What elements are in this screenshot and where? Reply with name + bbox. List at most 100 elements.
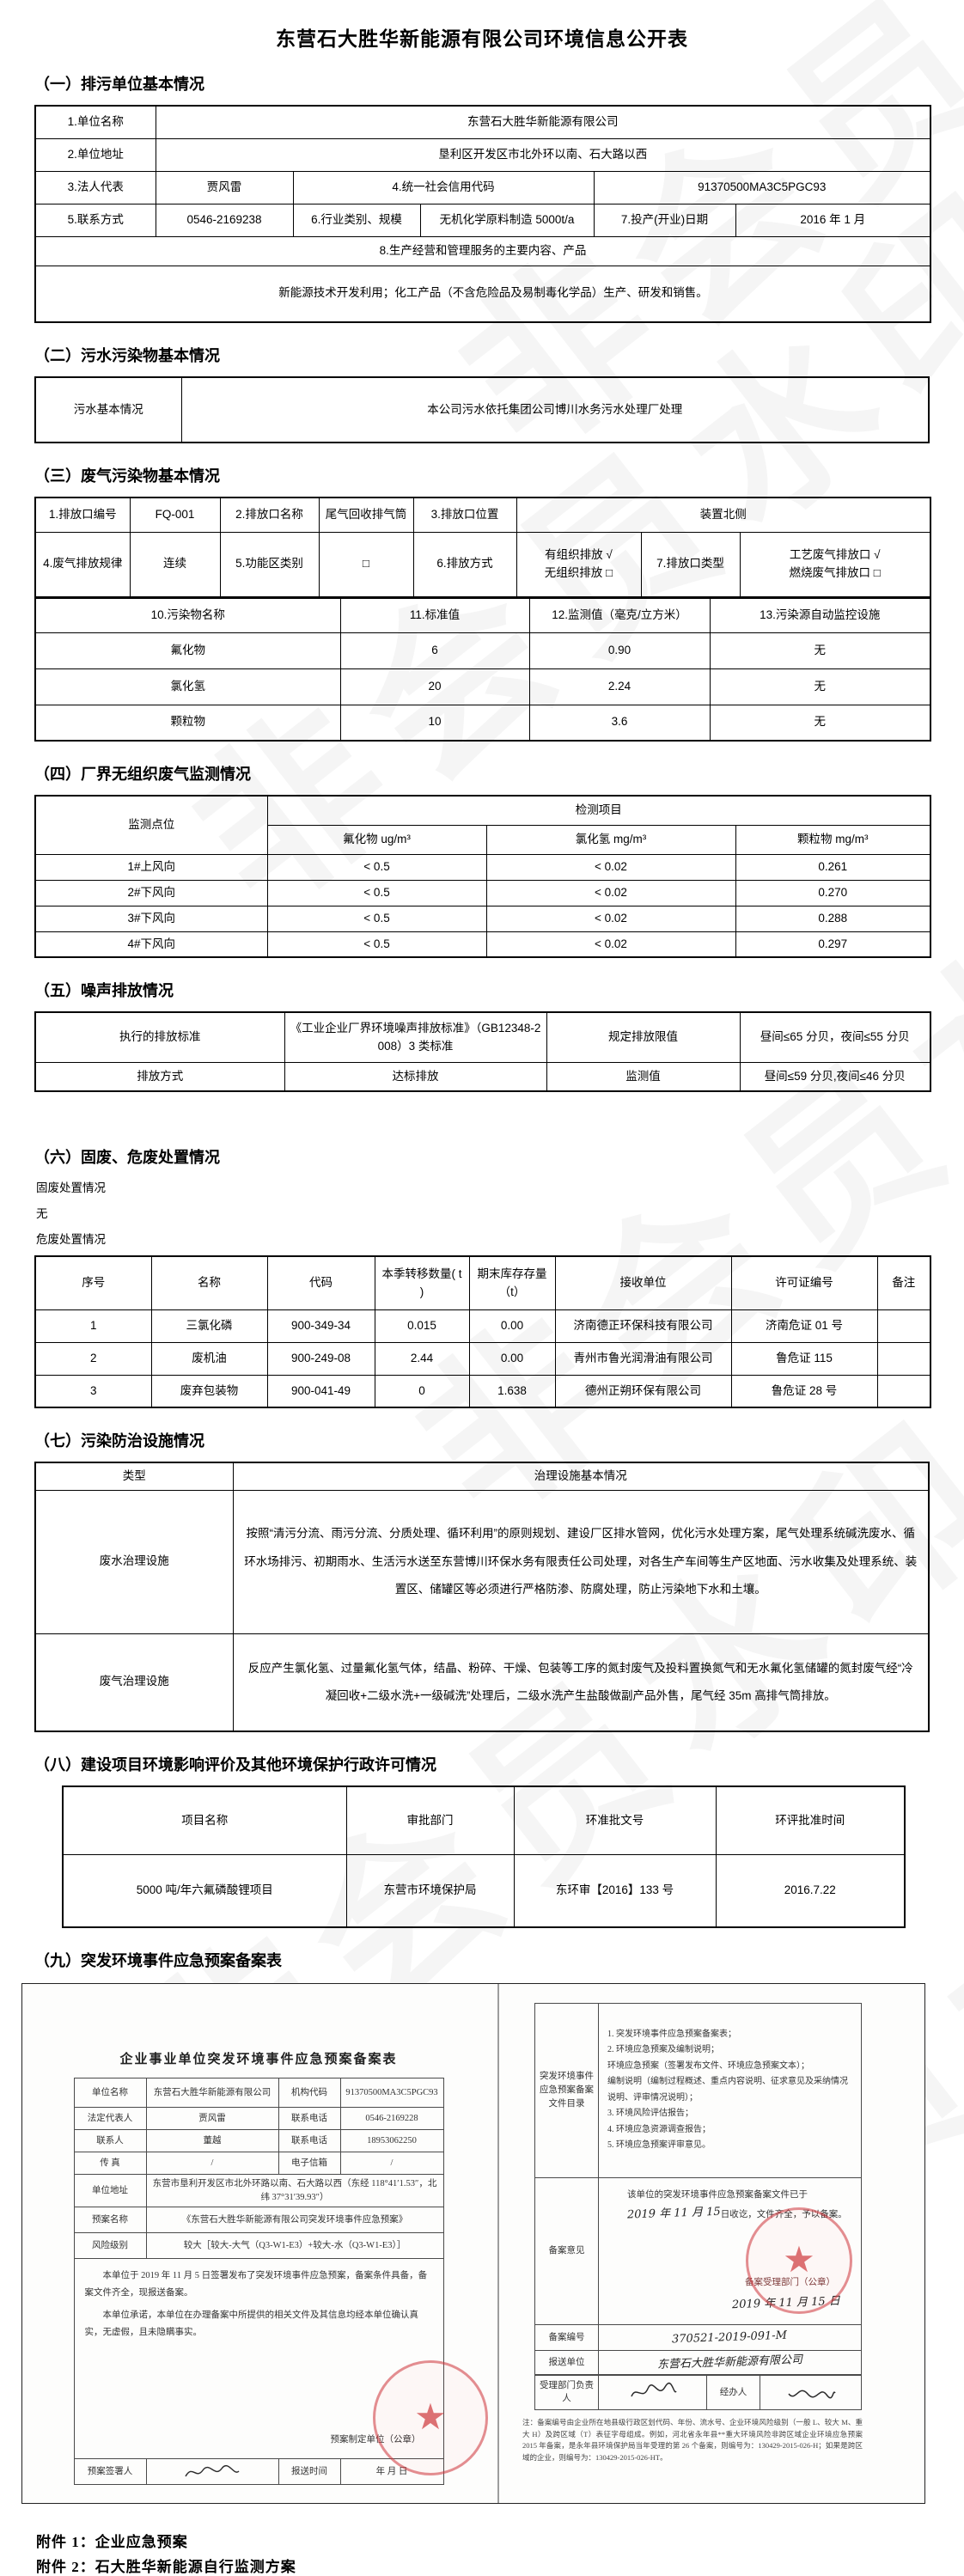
field-label: 5.联系方式 bbox=[34, 203, 156, 237]
cell: 鲁危证 115 bbox=[730, 1341, 878, 1376]
catalog-list: 1. 突发环境事件应急预案备案表； 2. 环境应急预案及编制说明； 环境应急预案… bbox=[598, 2002, 862, 2178]
field-label: 监测值 bbox=[546, 1061, 741, 1092]
cell bbox=[876, 1341, 931, 1376]
table-row: 氯化氢 20 2.24 无 bbox=[34, 668, 931, 705]
exhaust-pollutant-table: 10.污染物名称 11.标准值 12.监测值（毫克/立方米） 13.污染源自动监… bbox=[34, 597, 931, 742]
declaration-text: 本单位于 2019 年 11 月 5 日签署发布了突发环境事件应急预案，备案条件… bbox=[84, 2271, 428, 2298]
solid-waste-value: 无 bbox=[36, 1207, 48, 1221]
field-value: 反应产生氯化氢、过量氟化氢气体，结晶、粉碎、干燥、包装等工序的氮封废气及投料置换… bbox=[232, 1633, 930, 1732]
field-value: 连续 bbox=[129, 531, 221, 598]
cell: 2 bbox=[34, 1341, 152, 1376]
column-header: 治理设施基本情况 bbox=[232, 1462, 930, 1491]
column-header: 接收单位 bbox=[554, 1255, 732, 1310]
field-label: 4.废气排放规律 bbox=[34, 531, 131, 598]
field-label: 污水基本情况 bbox=[34, 376, 182, 443]
field-value: / bbox=[145, 2151, 279, 2175]
cell: 0.015 bbox=[374, 1309, 470, 1343]
submitting-unit-cell: 东营石大胜华新能源有限公司 bbox=[598, 2349, 862, 2375]
field-value: 18953062250 bbox=[339, 2128, 444, 2152]
basic-info-table: 1.单位名称 东营石大胜华新能源有限公司 2.单位地址 垦利区开发区市北外环以南… bbox=[34, 105, 932, 323]
cell bbox=[876, 1374, 931, 1408]
table-row: 4#下风向 < 0.5 < 0.02 0.297 bbox=[34, 931, 931, 958]
column-header: 监测点位 bbox=[34, 795, 268, 855]
column-header: 检测项目 bbox=[266, 795, 931, 826]
field-value: 《工业企业厂界环境噪声排放标准》（GB12348-2008）3 类标准 bbox=[284, 1011, 547, 1063]
table-row: 颗粒物 10 3.6 无 bbox=[34, 704, 931, 742]
field-value: 贾风雷 bbox=[145, 2106, 279, 2130]
field-value: □ bbox=[318, 531, 414, 598]
cell: 废弃包装物 bbox=[150, 1374, 268, 1408]
cell: 鲁危证 28 号 bbox=[730, 1374, 878, 1408]
field-label: 排放方式 bbox=[34, 1061, 285, 1092]
cell: 无 bbox=[709, 704, 931, 742]
filing-form-right-page: 突发环境事件应急预案备案文件目录 1. 突发环境事件应急预案备案表； 2. 环境… bbox=[510, 2002, 906, 2463]
table-row: 1 三氯化磷 900-349-34 0.015 0.00 济南德正环保科技有限公… bbox=[34, 1309, 931, 1343]
section-heading-8: （八）建设项目环境影响评价及其他环境保护行政许可情况 bbox=[34, 1755, 436, 1773]
signature-scribble bbox=[182, 2464, 242, 2477]
cell: 0 bbox=[374, 1374, 470, 1408]
cell: 5000 吨/年六氟磷酸锂项目 bbox=[62, 1854, 347, 1928]
filing-record-table: 突发环境事件应急预案备案文件目录 1. 突发环境事件应急预案备案表； 2. 环境… bbox=[534, 2002, 862, 2375]
hazardous-waste-label: 危废处置情况 bbox=[36, 1233, 106, 1247]
cell: < 0.02 bbox=[485, 853, 736, 881]
cell: 无 bbox=[709, 632, 931, 669]
official-seal: ★ bbox=[373, 2359, 488, 2475]
signature-cell bbox=[145, 2458, 279, 2486]
record-number-cell: 370521-2019-091-M bbox=[598, 2323, 862, 2351]
cell: 0.90 bbox=[528, 632, 711, 669]
cell: 900-041-49 bbox=[266, 1374, 375, 1408]
catalog-item: 3. 环境风险评估报告； bbox=[607, 2109, 693, 2119]
field-label: 报送单位 bbox=[534, 2349, 599, 2375]
cell: 900-249-08 bbox=[266, 1341, 375, 1376]
section-heading-2: （二）污水污染物基本情况 bbox=[34, 347, 220, 364]
field-value: 本公司污水依托集团公司博川水务污水处理厂处理 bbox=[180, 376, 930, 443]
cell: 东营市环境保护局 bbox=[345, 1854, 515, 1928]
cell: 东环审【2016】133 号 bbox=[513, 1854, 717, 1928]
noise-table: 执行的排放标准 《工业企业厂界环境噪声排放标准》（GB12348-2008）3 … bbox=[34, 1011, 931, 1093]
field-value: 0546-2169238 bbox=[155, 203, 294, 237]
cell: < 0.02 bbox=[485, 879, 736, 906]
column-header: 13.污染源自动监控设施 bbox=[709, 597, 931, 633]
column-header: 10.污染物名称 bbox=[34, 597, 341, 633]
cell: 氟化物 bbox=[34, 632, 341, 669]
section-heading-3: （三）废气污染物基本情况 bbox=[34, 467, 220, 485]
attachment-1: 附件 1：企业应急预案 bbox=[36, 2533, 188, 2550]
field-value: 垦利区开发区市北外环以南、石大路以西 bbox=[155, 137, 931, 172]
section-heading-4: （四）厂界无组织废气监测情况 bbox=[34, 766, 251, 783]
cell: 0.00 bbox=[468, 1341, 556, 1376]
cell bbox=[876, 1309, 931, 1343]
cell: < 0.5 bbox=[266, 905, 487, 932]
checkbox-option: 有组织排放 √ bbox=[545, 547, 613, 561]
cell: 0.288 bbox=[735, 905, 931, 932]
field-value: 昼间≤65 分贝，夜间≤55 分贝 bbox=[739, 1011, 931, 1063]
catalog-item: 1. 突发环境事件应急预案备案表； bbox=[607, 2029, 736, 2039]
cell: 济南德正环保科技有限公司 bbox=[554, 1309, 732, 1343]
field-label: 5.功能区类别 bbox=[219, 531, 320, 598]
field-value: 按照“清污分流、雨污分流、分质处理、循环利用”的原则规划、建设厂区排水管网，优化… bbox=[232, 1489, 930, 1634]
column-header: 项目名称 bbox=[62, 1785, 347, 1856]
cell: 1 bbox=[34, 1309, 152, 1343]
table-row: 废气治理设施 反应产生氯化氢、过量氟化氢气体，结晶、粉碎、干燥、包装等工序的氮封… bbox=[34, 1633, 930, 1732]
field-label: 报送时间 bbox=[278, 2458, 341, 2486]
column-header: 环评批准时间 bbox=[715, 1785, 906, 1856]
field-label: 3.法人代表 bbox=[34, 170, 156, 204]
table-row: 2 废机油 900-249-08 2.44 0.00 青州市鲁光润滑油有限公司 … bbox=[34, 1341, 931, 1376]
cell: 3 bbox=[34, 1374, 152, 1408]
handwritten-unit-name: 东营石大胜华新能源有限公司 bbox=[656, 2353, 803, 2372]
field-label: 1.单位名称 bbox=[34, 105, 156, 139]
field-label: 7.投产(开业)日期 bbox=[593, 203, 736, 237]
exhaust-outlet-table: 1.排放口编号 FQ-001 2.排放口名称 尾气回收排气筒 3.排放口位置 装… bbox=[34, 497, 931, 598]
cell: 无 bbox=[709, 668, 931, 705]
column-header: 本季转移数量( t ) bbox=[374, 1255, 470, 1310]
checkbox-group: 工艺废气排放口 √ 燃烧废气排放口 □ bbox=[739, 531, 931, 598]
table-row: 排放方式 达标排放 监测值 昼间≤59 分贝,夜间≤46 分贝 bbox=[34, 1061, 931, 1092]
page-title: 东营石大胜华新能源有限公司环境信息公开表 bbox=[276, 27, 688, 50]
eia-table: 项目名称 审批部门 环准批文号 环评批准时间 5000 吨/年六氟磷酸锂项目 东… bbox=[62, 1785, 906, 1928]
filing-form-title: 企业事业单位突发环境事件应急预案备案表 bbox=[119, 2052, 398, 2066]
column-header: 11.标准值 bbox=[339, 597, 530, 633]
cell: 1.638 bbox=[468, 1374, 556, 1408]
signature-cell bbox=[598, 2374, 707, 2410]
field-value: FQ-001 bbox=[129, 497, 221, 533]
field-value: 贾风雷 bbox=[155, 170, 294, 204]
hazardous-waste-table: 序号 名称 代码 本季转移数量( t ) 期末库存存量（t） 接收单位 许可证编… bbox=[34, 1255, 931, 1409]
